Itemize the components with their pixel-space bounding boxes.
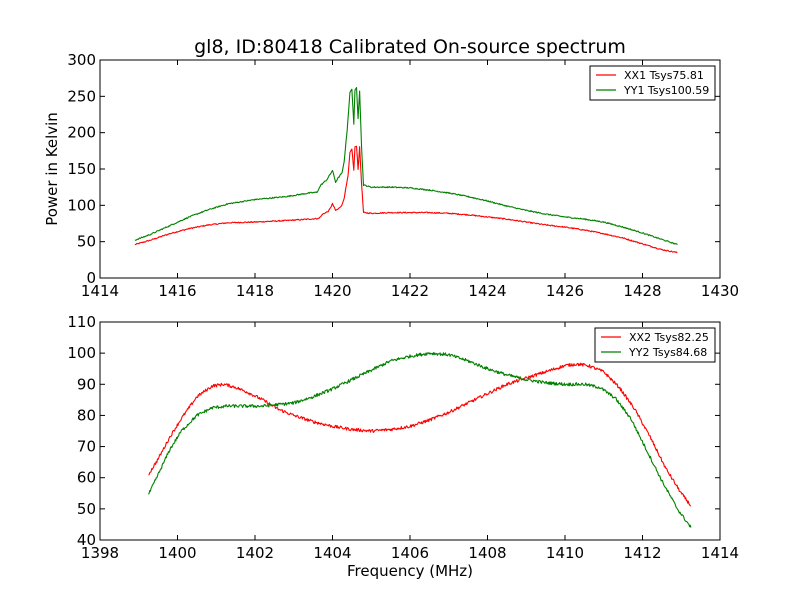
bottom-y-ticks: 40 50 60 70 80 90 100 110 xyxy=(67,313,720,549)
x-tick-label: 1430 xyxy=(701,282,739,300)
top-spectrum-panel: 1414 1416 1418 1420 1422 1424 1426 1428 1430 0 50… xyxy=(43,51,739,300)
top-series-line-1 xyxy=(134,87,678,245)
y-tick-label: 100 xyxy=(67,344,96,362)
y-tick-label: 200 xyxy=(67,124,96,142)
bottom-legend-box xyxy=(594,327,716,363)
x-tick-label: 1414 xyxy=(701,544,739,562)
x-tick-label: 1428 xyxy=(623,282,661,300)
x-tick-label: 1404 xyxy=(313,544,351,562)
x-tick-label: 1400 xyxy=(158,544,196,562)
x-tick-label: 1408 xyxy=(468,544,506,562)
top-legend-box xyxy=(589,65,716,101)
y-tick-label: 50 xyxy=(77,233,96,251)
y-tick-label: 90 xyxy=(77,375,96,393)
top-y-ticks: 0 50 100 150 200 250 300 xyxy=(67,51,720,287)
top-series-line-0 xyxy=(134,145,678,254)
y-tick-label: 100 xyxy=(67,196,96,214)
x-tick-label: 1398 xyxy=(81,544,119,562)
y-tick-label: 150 xyxy=(67,160,96,178)
y-tick-label: 0 xyxy=(86,269,96,287)
x-tick-label: 1426 xyxy=(546,282,584,300)
x-tick-label: 1424 xyxy=(468,282,506,300)
x-tick-label: 1406 xyxy=(391,544,429,562)
y-tick-label: 300 xyxy=(67,51,96,69)
bottom-series-line-0 xyxy=(148,362,691,507)
y-tick-label: 70 xyxy=(77,438,96,456)
top-series-layer xyxy=(134,87,678,254)
x-tick-label: 1412 xyxy=(623,544,661,562)
bottom-legend-label-yy2: YY2 Tsys84.68 xyxy=(628,346,707,359)
x-tick-label: 1414 xyxy=(81,282,119,300)
bottom-spectrum-panel: 1398 1400 1402 1404 1406 1408 1410 1412 1414 40 5… xyxy=(67,313,739,580)
bottom-x-axis-label: Frequency (MHz) xyxy=(347,562,473,580)
top-legend-label-xx1: XX1 Tsys75.81 xyxy=(624,69,704,82)
x-tick-label: 1402 xyxy=(236,544,274,562)
bottom-legend-label-xx2: XX2 Tsys82.25 xyxy=(629,331,709,344)
x-tick-label: 1420 xyxy=(313,282,351,300)
y-tick-label: 110 xyxy=(67,313,96,331)
y-tick-label: 40 xyxy=(77,531,96,549)
bottom-series-layer xyxy=(147,352,692,528)
x-tick-label: 1416 xyxy=(158,282,196,300)
top-x-ticks: 1414 1416 1418 1420 1422 1424 1426 1428 1430 xyxy=(81,60,739,300)
bottom-series-line-1 xyxy=(147,352,692,528)
y-tick-label: 80 xyxy=(77,406,96,424)
figure-title: gl8, ID:80418 Calibrated On-source spect… xyxy=(194,36,626,58)
x-tick-label: 1410 xyxy=(546,544,584,562)
y-tick-label: 250 xyxy=(67,87,96,105)
top-y-axis-label: Power in Kelvin xyxy=(43,112,61,226)
bottom-x-ticks: 1398 1400 1402 1404 1406 1408 1410 1412 1414 xyxy=(81,322,739,562)
y-tick-label: 50 xyxy=(77,500,96,518)
y-tick-label: 60 xyxy=(77,469,96,487)
x-tick-label: 1422 xyxy=(391,282,429,300)
x-tick-label: 1418 xyxy=(236,282,274,300)
bottom-legend: XX2 Tsys82.25 YY2 Tsys84.68 xyxy=(594,327,716,363)
top-legend-label-yy1: YY1 Tsys100.59 xyxy=(623,84,709,97)
top-legend: XX1 Tsys75.81 YY1 Tsys100.59 xyxy=(589,65,716,101)
